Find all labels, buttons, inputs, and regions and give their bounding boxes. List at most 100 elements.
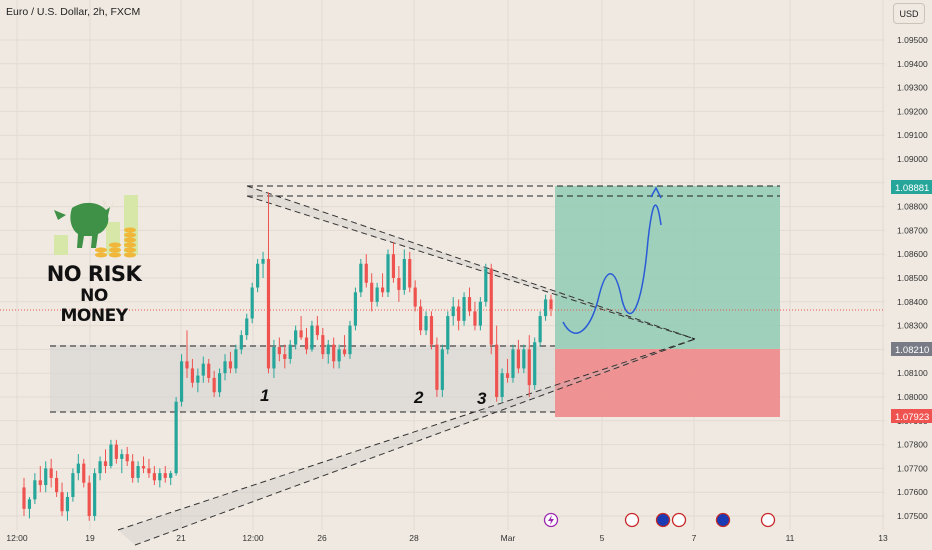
currency-button[interactable]: USD bbox=[893, 3, 925, 24]
x-tick-label: 26 bbox=[317, 533, 327, 543]
candle-body bbox=[516, 349, 521, 369]
candle-body bbox=[49, 468, 53, 478]
candle-body bbox=[163, 473, 167, 478]
eu-flag-icon[interactable] bbox=[655, 512, 671, 528]
candle-body bbox=[245, 318, 249, 336]
pattern-label-3: 3 bbox=[477, 389, 487, 408]
price-label-stop: 1.07923 bbox=[891, 409, 932, 423]
bull-coins-icon bbox=[54, 195, 138, 258]
candle-body bbox=[60, 492, 64, 512]
candle-body bbox=[462, 297, 466, 321]
candle-body bbox=[386, 254, 390, 293]
event-icons bbox=[543, 512, 776, 528]
candle-body bbox=[266, 258, 271, 369]
us-flag-icon[interactable] bbox=[624, 512, 640, 528]
eu-flag-icon[interactable] bbox=[715, 512, 731, 528]
candle-body bbox=[207, 363, 211, 378]
y-tick-label: 1.07500 bbox=[897, 511, 928, 521]
candle-body bbox=[38, 480, 42, 486]
triangle-pattern bbox=[117, 185, 780, 546]
candle-body bbox=[533, 342, 537, 386]
candle-body bbox=[131, 461, 135, 478]
x-axis: 12:00 19 21 12:00 26 28 Mar 5 7 11 13 bbox=[6, 533, 888, 543]
candle-body bbox=[408, 258, 412, 288]
candle-body bbox=[304, 337, 309, 350]
candle-body bbox=[326, 344, 330, 355]
y-tick-label: 1.08700 bbox=[897, 225, 928, 235]
us-flag-icon[interactable] bbox=[671, 512, 687, 528]
y-tick-label: 1.09400 bbox=[897, 59, 928, 69]
candle-body bbox=[174, 401, 178, 474]
pattern-label-2: 2 bbox=[413, 388, 424, 407]
candle-body bbox=[223, 361, 227, 374]
candle-body bbox=[147, 468, 151, 474]
candle-body bbox=[76, 463, 80, 474]
candle-body bbox=[353, 292, 358, 326]
triangle-lower-line-a bbox=[117, 338, 696, 531]
us-flag-icon[interactable] bbox=[760, 512, 776, 528]
y-tick-label: 1.08300 bbox=[897, 321, 928, 331]
x-tick-label: 28 bbox=[409, 533, 419, 543]
x-tick-label: 19 bbox=[85, 533, 95, 543]
no-risk-no-money-logo: NO RISK NO MONEY bbox=[44, 190, 144, 326]
candle-body bbox=[522, 349, 526, 369]
candle-body bbox=[54, 477, 59, 493]
candle-body bbox=[65, 496, 70, 512]
candles bbox=[22, 192, 553, 521]
long-position-stop-zone[interactable] bbox=[555, 349, 780, 417]
price-label-target: 1.08881 bbox=[891, 180, 932, 194]
candle-body bbox=[435, 344, 439, 390]
price-label-entry: 1.08210 bbox=[891, 342, 932, 356]
support-zone bbox=[50, 345, 555, 412]
candle-body bbox=[337, 349, 341, 362]
candle-body bbox=[413, 287, 417, 307]
candle-body bbox=[179, 361, 184, 402]
candle-body bbox=[473, 311, 477, 326]
projection-arrow-head bbox=[650, 186, 662, 199]
candle-body bbox=[261, 258, 265, 264]
candle-body bbox=[424, 316, 428, 331]
candle-body bbox=[543, 299, 548, 317]
candle-body bbox=[87, 482, 91, 516]
y-tick-label: 1.09100 bbox=[897, 130, 928, 140]
x-tick-label: 5 bbox=[600, 533, 605, 543]
pattern-label-1: 1 bbox=[260, 386, 269, 405]
x-tick-label: 11 bbox=[786, 533, 795, 543]
candle-body bbox=[169, 473, 173, 478]
candle-body bbox=[538, 316, 542, 343]
candle-body bbox=[391, 254, 396, 278]
candle-body bbox=[299, 330, 303, 338]
x-tick-label: 12:00 bbox=[242, 533, 264, 543]
y-tick-label: 1.07600 bbox=[897, 487, 928, 497]
projection-path bbox=[562, 204, 662, 334]
candle-body bbox=[359, 263, 363, 293]
candle-body bbox=[212, 377, 216, 393]
y-tick-label: 1.08800 bbox=[897, 202, 928, 212]
y-tick-label: 1.08400 bbox=[897, 297, 928, 307]
candle-body bbox=[234, 349, 238, 369]
y-tick-label: 1.08000 bbox=[897, 392, 928, 402]
candle-body bbox=[239, 335, 243, 350]
candle-body bbox=[457, 306, 461, 321]
candle-body bbox=[82, 463, 86, 483]
candle-body bbox=[136, 466, 140, 478]
candle-body bbox=[380, 287, 385, 293]
candle-body bbox=[71, 473, 75, 497]
candle-body bbox=[397, 278, 401, 290]
long-position-target-zone[interactable] bbox=[555, 186, 780, 349]
candle-body bbox=[321, 335, 325, 355]
candle-body bbox=[402, 258, 406, 290]
candle-body bbox=[152, 473, 156, 481]
triangle-upper-line-a bbox=[246, 185, 696, 340]
y-tick-label: 1.09000 bbox=[897, 154, 928, 164]
y-tick-label: 1.07800 bbox=[897, 440, 928, 450]
candle-body bbox=[125, 454, 129, 462]
triangle-upper-line-b bbox=[246, 195, 696, 340]
candle-body bbox=[201, 363, 205, 376]
svg-text:1.07923: 1.07923 bbox=[895, 412, 929, 423]
candle-body bbox=[44, 468, 48, 486]
svg-text:1.08881: 1.08881 bbox=[895, 183, 929, 194]
y-axis: 1.075001.076001.077001.078001.079001.080… bbox=[897, 35, 928, 521]
candle-body bbox=[27, 499, 32, 509]
